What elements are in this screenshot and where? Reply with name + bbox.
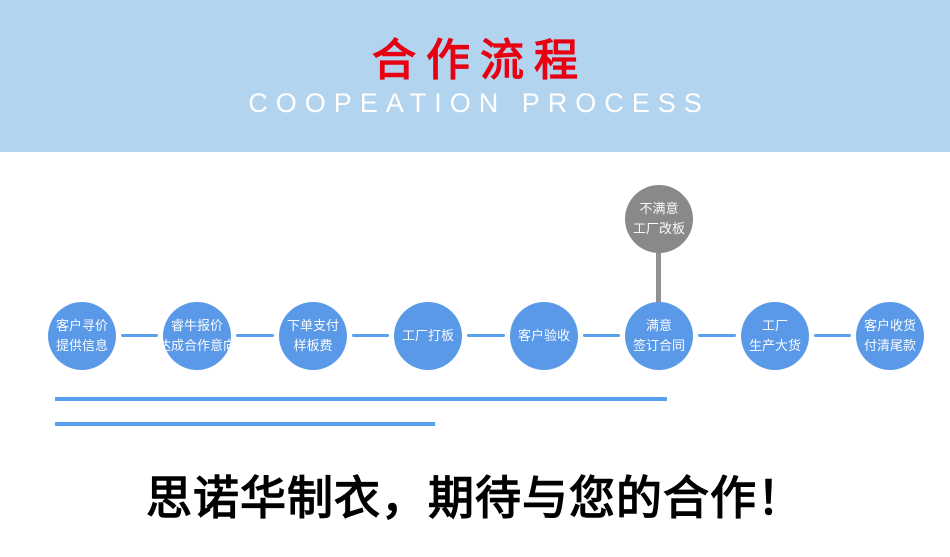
flow-step-label: 下单支付 xyxy=(286,318,339,333)
flow-step-node: 下单支付 样板费 xyxy=(279,302,347,370)
flow-step-label: 样板费 xyxy=(293,338,333,353)
flow-step-label: 客户验收 xyxy=(517,328,570,343)
flow-alt-node-line: 不满意 xyxy=(639,201,679,216)
flow-step-node: 工厂 生产大货 xyxy=(741,302,809,370)
flow-step-label: 客户寻价 xyxy=(55,318,108,333)
flow-step-label: 提供信息 xyxy=(55,338,108,353)
decorative-underline-long xyxy=(55,397,667,401)
vertical-connector xyxy=(656,253,661,303)
step-connector-line xyxy=(814,334,851,337)
step-connector-line xyxy=(121,334,158,337)
step-connector-line xyxy=(236,334,274,337)
step-connector-line xyxy=(698,334,736,337)
flow-step-node: 客户寻价 提供信息 xyxy=(48,302,116,370)
flow-step-node: 睿牛报价达成合作意向 xyxy=(158,302,236,370)
flow-step-label: 工厂 xyxy=(761,318,788,333)
decorative-underline-short xyxy=(55,422,435,426)
flow-step-label: 客户收货 xyxy=(863,318,916,333)
flow-step-label: 付清尾款 xyxy=(863,338,916,353)
flow-step-label: 签订合同 xyxy=(632,338,685,353)
step-connector-line xyxy=(352,334,389,337)
flow-step-label: 睿牛报价 xyxy=(170,318,223,333)
flow-alt-node-dissatisfied: 不满意 工厂改板 xyxy=(625,185,693,253)
page-subtitle: COOPEATION PROCESS xyxy=(248,88,710,118)
page-title: 合作流程 xyxy=(372,36,588,85)
flow-step-label: 生产大货 xyxy=(748,338,801,353)
flow-step-label: 达成合作意向 xyxy=(158,338,237,353)
flow-step-label: 满意 xyxy=(645,318,672,333)
flow-step-node: 客户验收 xyxy=(510,302,578,370)
flow-step-node: 工厂打板 xyxy=(394,302,462,370)
flow-step-node: 满意 签订合同 xyxy=(625,302,693,370)
step-connector-line xyxy=(467,334,505,337)
flow-step-node: 客户收货 付清尾款 xyxy=(856,302,924,370)
footer-slogan: 思诺华制衣，期待与您的合作！ xyxy=(146,473,804,524)
flow-step-label: 工厂打板 xyxy=(401,328,454,343)
header-banner: 合作流程 COOPEATION PROCESS xyxy=(0,0,950,152)
flow-alt-node-line: 工厂改板 xyxy=(632,221,685,236)
step-connector-line xyxy=(583,334,620,337)
